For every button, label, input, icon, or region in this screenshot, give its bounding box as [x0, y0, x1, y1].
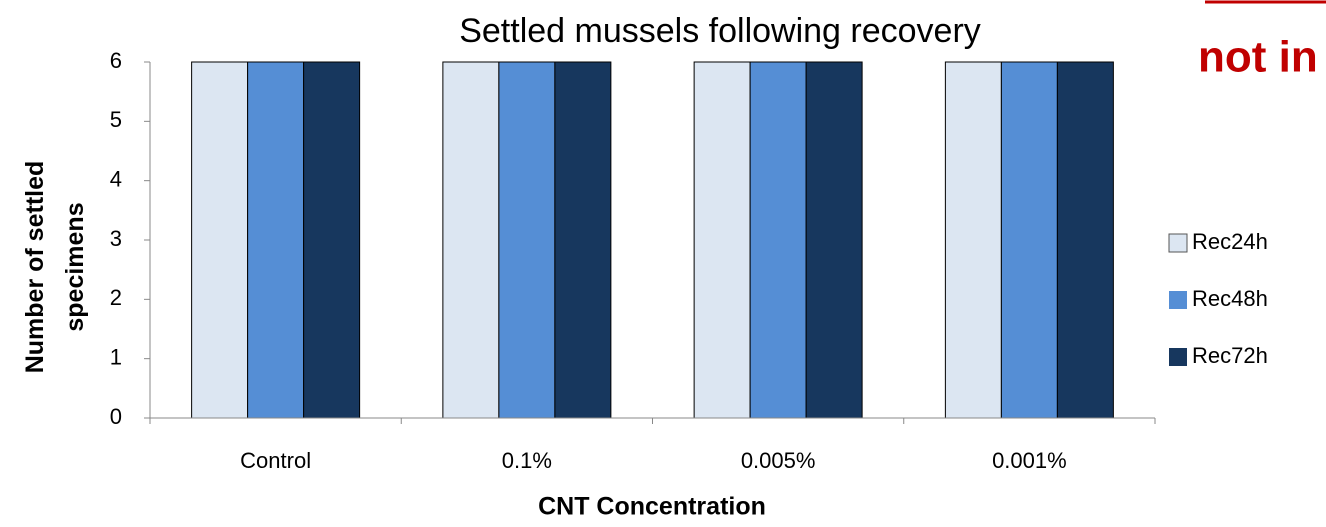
- bar: [554, 61, 612, 419]
- legend-label: Rec24h: [1192, 229, 1268, 254]
- bar: [1056, 61, 1114, 419]
- legend-label: Rec72h: [1192, 343, 1268, 368]
- x-tick-label: Control: [240, 448, 311, 473]
- y-tick-label: 1: [110, 344, 122, 369]
- chart-title: Settled mussels following recovery: [459, 12, 981, 50]
- bar: [247, 61, 305, 419]
- bar: [303, 61, 361, 419]
- bar: [1000, 61, 1058, 419]
- bar: [944, 61, 1002, 419]
- legend-swatch: [1169, 348, 1187, 366]
- bar: [693, 61, 751, 419]
- bar: [749, 61, 807, 419]
- y-tick-label: 4: [110, 166, 122, 191]
- y-tick-label: 0: [110, 404, 122, 429]
- bar: [191, 61, 249, 419]
- legend-label: Rec48h: [1192, 286, 1268, 311]
- y-axis-label: Number of settled specimens: [21, 160, 89, 374]
- bar: [805, 61, 863, 419]
- y-tick-label: 6: [110, 48, 122, 73]
- x-tick-label: 0.001%: [992, 448, 1067, 473]
- x-axis-label: CNT Concentration: [538, 493, 766, 521]
- bar: [498, 61, 556, 419]
- bar: [442, 61, 500, 419]
- legend-swatch: [1168, 233, 1188, 253]
- x-tick-label: 0.005%: [741, 448, 816, 473]
- y-tick-label: 5: [110, 107, 122, 132]
- y-tick-label: 3: [110, 226, 122, 251]
- legend-swatch: [1169, 291, 1187, 309]
- y-tick-label: 2: [110, 285, 122, 310]
- annotation: not in: [1198, 33, 1318, 82]
- x-tick-label: 0.1%: [502, 448, 552, 473]
